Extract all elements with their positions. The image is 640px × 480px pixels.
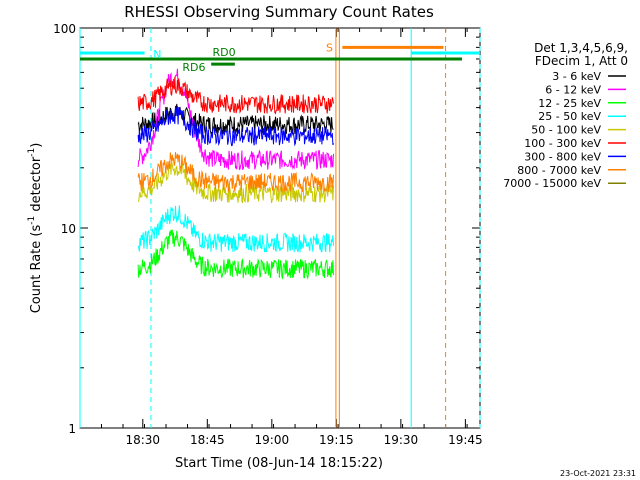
series-line-1 bbox=[137, 68, 334, 171]
legend-label: 800 - 7000 keV bbox=[517, 164, 601, 177]
series-line-4 bbox=[138, 159, 334, 204]
y-axis-label-exp2: -1 bbox=[27, 148, 37, 157]
x-tick-label: 18:30 bbox=[125, 433, 160, 447]
x-tick-label: 19:45 bbox=[448, 433, 483, 447]
footer-date: 23-Oct-2021 23:31 bbox=[560, 469, 636, 478]
series-line-5 bbox=[137, 76, 334, 115]
legend-label: 12 - 25 keV bbox=[538, 97, 601, 110]
chart-title: RHESSI Observing Summary Count Rates bbox=[124, 3, 434, 21]
x-tick-label: 19:15 bbox=[319, 433, 354, 447]
series-line-6 bbox=[137, 105, 334, 147]
series-line-7 bbox=[137, 152, 334, 194]
y-tick-label: 1 bbox=[68, 422, 76, 436]
plot-frame bbox=[79, 27, 481, 429]
y-axis-label-main: Count Rate (s bbox=[29, 225, 44, 314]
annotation-rd6: RD6 bbox=[182, 61, 205, 74]
legend-label: 3 - 6 keV bbox=[552, 70, 601, 83]
svg-text:Count Rate (s-1 detector-1): Count Rate (s-1 detector-1) bbox=[27, 143, 44, 314]
y-tick-label: 100 bbox=[53, 22, 76, 36]
y-axis-label-end: ) bbox=[29, 143, 44, 148]
legend-label: 7000 - 15000 keV bbox=[503, 177, 601, 190]
y-axis-label-exp: -1 bbox=[27, 216, 37, 225]
annotation-rd0: RD0 bbox=[213, 46, 236, 59]
legend-header-line-1: Det 1,3,4,5,6,9, bbox=[534, 41, 628, 55]
annotation-s: S bbox=[326, 41, 333, 54]
y-tick-label: 10 bbox=[61, 222, 76, 236]
legend-label: 25 - 50 keV bbox=[538, 110, 601, 123]
legend-label: 6 - 12 keV bbox=[545, 83, 601, 96]
y-axis-label-tail: detector bbox=[29, 156, 44, 216]
x-tick-label: 18:45 bbox=[190, 433, 225, 447]
series-line-2 bbox=[137, 229, 334, 281]
legend-label: 300 - 800 keV bbox=[524, 150, 601, 163]
legend-label: 100 - 300 keV bbox=[524, 137, 601, 150]
x-axis-label: Start Time (08-Jun-14 18:15:22) bbox=[175, 456, 383, 471]
y-axis-label: Count Rate (s-1 detector-1) bbox=[27, 143, 44, 314]
x-tick-label: 19:30 bbox=[384, 433, 419, 447]
series-line-3 bbox=[137, 205, 334, 253]
annotation-n: N bbox=[153, 48, 161, 61]
plot-area: 1 10 100 18:30 18:45 19:00 19:15 19:30 19:45 N S RD… bbox=[53, 22, 483, 447]
x-tick-label: 19:00 bbox=[255, 433, 290, 447]
legend-label: 50 - 100 keV bbox=[531, 124, 601, 137]
legend-header-line-2: FDecim 1, Att 0 bbox=[535, 54, 628, 68]
